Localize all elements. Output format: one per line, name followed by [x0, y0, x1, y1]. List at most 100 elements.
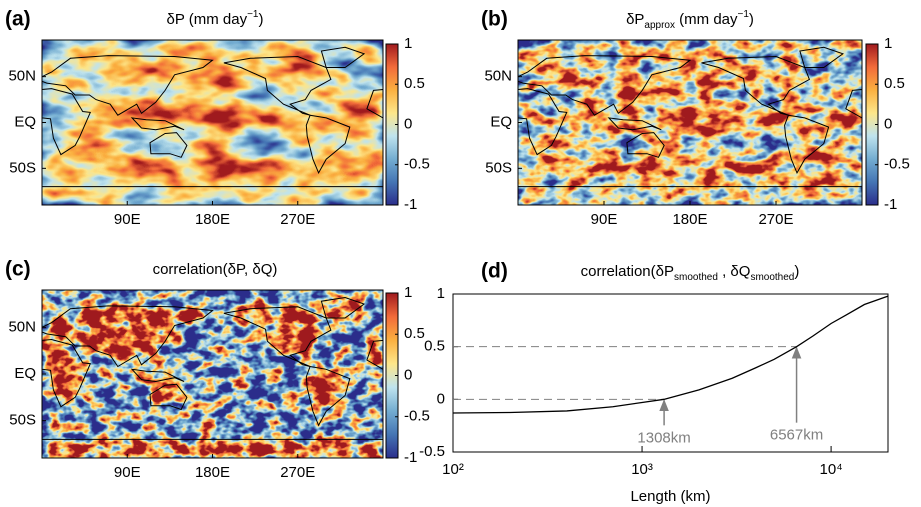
coastline	[149, 132, 188, 158]
x-tick-label: 180E	[195, 211, 230, 228]
x-tick-label: 180E	[672, 211, 707, 228]
title-part: )	[749, 11, 754, 28]
plot-frame	[452, 293, 889, 453]
coastline	[223, 55, 332, 116]
title-part: smoothed	[674, 272, 718, 283]
y-tick-label: 1	[437, 285, 445, 302]
coastline	[41, 338, 92, 408]
y-tick-label: 50N	[484, 68, 512, 85]
title-part: correlation(δP	[581, 263, 674, 280]
coastline	[305, 365, 351, 427]
colorbar-tick-label: -1	[404, 449, 417, 466]
field-feature	[578, 108, 669, 126]
title-part: (mm day	[675, 11, 738, 28]
y-tick-label: 50S	[9, 412, 36, 429]
field-feature	[497, 92, 578, 117]
colorbar-tick-label: 0	[404, 115, 412, 132]
field-feature	[150, 384, 187, 410]
colorbar-tick-label: -0.5	[884, 156, 910, 173]
field-feature	[339, 110, 390, 124]
field-feature	[306, 366, 350, 426]
field-feature	[223, 306, 331, 367]
x-tick-label: 270E	[280, 464, 315, 481]
x-axis-label: Length (km)	[630, 488, 710, 505]
chart-title: δPapprox (mm day−1)	[626, 9, 754, 31]
coastline	[223, 306, 332, 367]
y-tick-label: 50S	[485, 159, 512, 176]
annotation-label: 6567km	[770, 427, 823, 444]
x-tick-label: 180E	[195, 464, 230, 481]
coastline	[320, 46, 366, 68]
coastline	[130, 368, 185, 383]
title-part: approx	[644, 20, 675, 31]
field-feature	[610, 71, 770, 92]
colorbar-tick-label: -0.5	[404, 408, 430, 425]
coastline	[517, 55, 692, 116]
coastline	[130, 117, 185, 131]
title-part: −1	[738, 9, 750, 20]
field-feature	[573, 130, 674, 151]
colorbar-tick-label: -1	[404, 196, 417, 213]
field-feature	[321, 297, 365, 318]
title-part: δP (mm day	[167, 11, 248, 28]
field	[20, 40, 402, 205]
field-feature	[643, 109, 804, 128]
field-feature	[61, 155, 402, 172]
coastline	[41, 305, 214, 368]
coastline	[41, 55, 214, 116]
y-tick-label: EQ	[490, 113, 512, 130]
x-tick-label: 10⁴	[820, 461, 843, 478]
colorbar-tick-label: 0.5	[404, 75, 425, 92]
colorbar-tick-label: 1	[884, 35, 892, 52]
x-tick-label: 90E	[114, 464, 141, 481]
coastline	[320, 296, 366, 319]
field-feature	[42, 441, 383, 458]
colorbar-tick-label: 0	[404, 366, 412, 383]
panel-label: (c)	[5, 258, 31, 281]
coastline	[701, 55, 811, 116]
panel-label: (b)	[481, 8, 508, 31]
y-tick-label: 50N	[8, 318, 36, 335]
colorbar-tick-label: -0.5	[404, 156, 430, 173]
coastline	[41, 88, 92, 156]
colorbar-tick-label: 1	[404, 35, 412, 52]
x-tick-label: 10²	[442, 461, 464, 478]
field-feature	[42, 339, 91, 407]
x-tick-label: 270E	[280, 211, 315, 228]
y-tick-label: EQ	[14, 113, 36, 130]
title-part: smoothed	[750, 272, 794, 283]
field-feature	[96, 130, 197, 151]
coastline	[149, 383, 188, 411]
field-feature	[798, 57, 849, 88]
field-feature	[101, 108, 192, 126]
coastline	[626, 132, 665, 158]
data-line	[452, 295, 889, 414]
x-tick-label: 270E	[758, 211, 793, 228]
field	[497, 40, 880, 205]
colorbar-tick-label: 0	[884, 115, 892, 132]
annotation-label: 1308km	[637, 429, 690, 446]
field-feature	[42, 305, 213, 367]
field-feature	[214, 130, 325, 155]
title-part: )	[794, 263, 799, 280]
y-tick-label: -0.5	[419, 443, 445, 460]
x-tick-label: 90E	[114, 211, 141, 228]
x-tick-label: 90E	[591, 211, 618, 228]
title-part: δP	[626, 11, 644, 28]
chart-title: correlation(δPsmoothed , δQsmoothed)	[581, 263, 800, 283]
coastline	[784, 114, 830, 175]
field-feature	[165, 109, 326, 128]
coastline	[305, 114, 351, 175]
panel-label: (a)	[5, 8, 31, 31]
coastline	[799, 46, 844, 68]
field	[42, 290, 383, 458]
title-part: −1	[247, 9, 259, 20]
colorbar-tick-label: 0.5	[404, 325, 425, 342]
field-feature	[20, 92, 101, 117]
chart-title: δP (mm day−1)	[167, 9, 264, 28]
colorbar-tick-label: 0.5	[884, 75, 905, 92]
colorbar-tick-label: 1	[404, 284, 412, 301]
title-part: , δQ	[718, 263, 751, 280]
field-feature	[320, 57, 371, 88]
